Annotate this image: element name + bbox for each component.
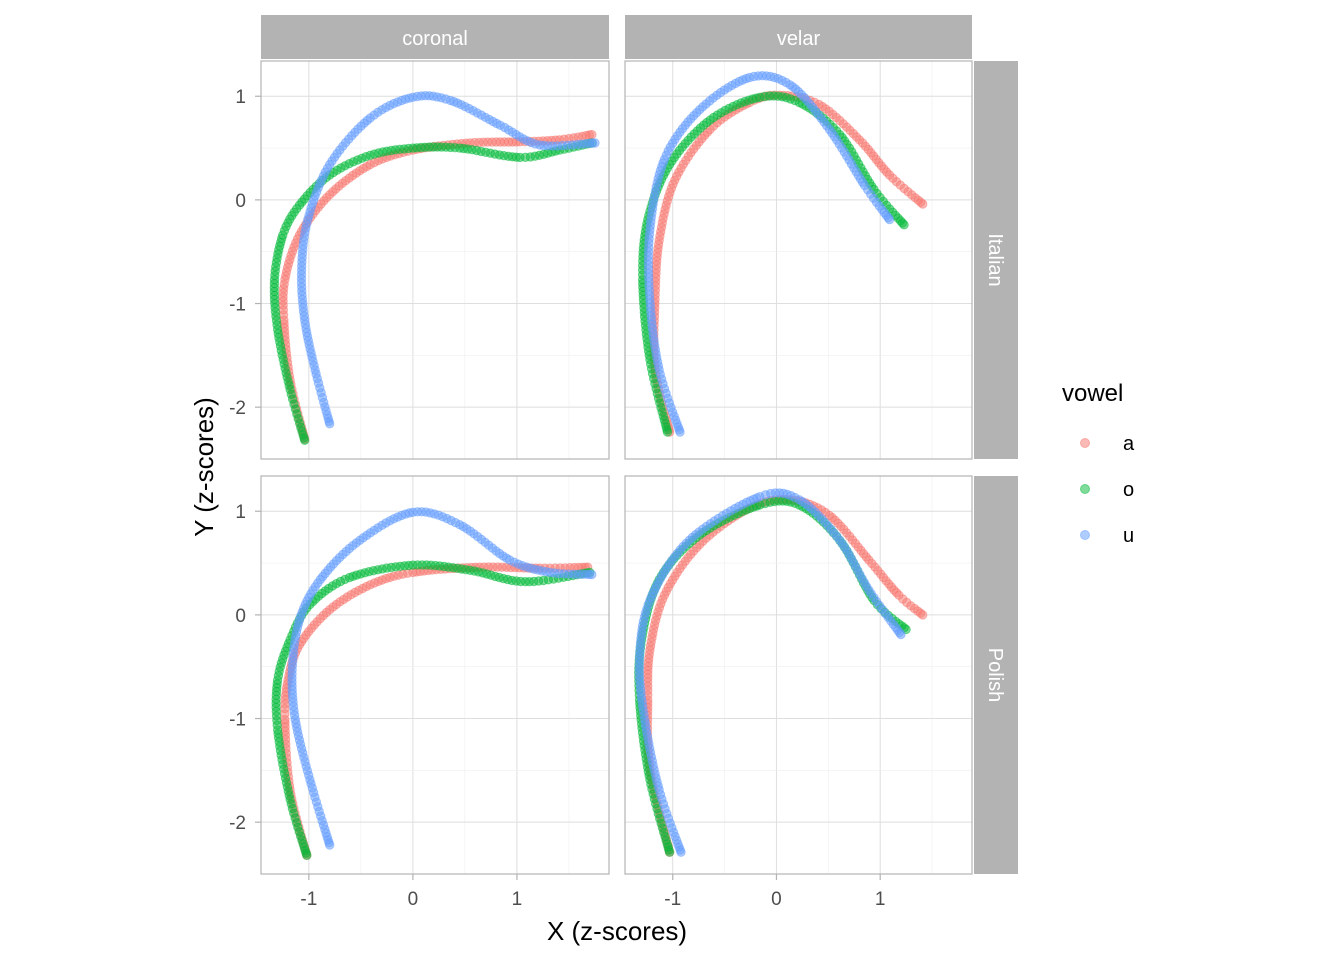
series-u (287, 507, 597, 850)
panel-border (260, 475, 610, 875)
series-u (643, 71, 895, 437)
x-axis-title: X (z-scores) (547, 916, 687, 946)
data-point-o (899, 220, 909, 230)
data-point-a (587, 129, 597, 140)
panel-border (260, 60, 610, 460)
legend-label-a: a (1123, 433, 1135, 455)
x-tick-label: 0 (408, 889, 419, 910)
strip-label-velar: velar (777, 28, 821, 50)
legend: vowel a o u (1062, 380, 1135, 547)
panel-velar-Italian (625, 61, 972, 460)
legend-key-a (1080, 438, 1090, 448)
strip-label-Polish: Polish (984, 648, 1006, 702)
points-velar-Polish (634, 488, 928, 857)
points-velar-Italian (637, 71, 928, 437)
x-tick-label: -1 (300, 889, 317, 910)
points-coronal-Italian (269, 91, 600, 445)
panel-velar-Polish (625, 476, 972, 875)
panel-background (625, 476, 972, 874)
y-tick-label: -1 (229, 710, 246, 731)
legend-label-u: u (1123, 525, 1134, 547)
strip-Italian (974, 61, 1018, 459)
y-tick-label: -1 (229, 295, 246, 316)
series-o (271, 560, 595, 860)
strip-velar (625, 15, 972, 59)
y-axis-title: Y (z-scores) (189, 397, 219, 537)
panel-background (625, 61, 972, 459)
legend-key-o (1080, 484, 1090, 494)
panel-background (261, 476, 609, 874)
panel-background (261, 61, 609, 459)
data-point-u (884, 214, 895, 225)
strip-label-coronal: coronal (402, 28, 468, 50)
data-point-a (918, 199, 928, 209)
series-u (296, 91, 600, 429)
data-point-a (918, 610, 928, 620)
data-point-u (590, 138, 600, 148)
y-tick-label: -2 (229, 398, 246, 419)
panel-border (624, 475, 973, 875)
x-tick-label: -1 (664, 889, 681, 910)
strip-coronal (261, 15, 609, 59)
y-tick-label: 1 (235, 87, 246, 108)
panel-border (624, 60, 973, 460)
y-tick-label: 0 (235, 191, 246, 212)
points-coronal-Polish (271, 507, 597, 860)
strip-Polish (974, 476, 1018, 874)
series-u (634, 488, 906, 857)
panel-coronal-Polish (261, 476, 609, 875)
data-point-u (587, 569, 597, 580)
panel-coronal-Italian (261, 61, 609, 460)
legend-label-o: o (1123, 479, 1134, 501)
x-tick-label: 1 (512, 889, 523, 910)
y-tick-label: 1 (235, 502, 246, 523)
legend-key-u (1080, 530, 1090, 540)
data-point-u (896, 629, 906, 640)
x-tick-label: 1 (875, 889, 886, 910)
legend-title: vowel (1062, 380, 1123, 407)
strip-label-Italian: Italian (984, 233, 1006, 286)
y-tick-label: 0 (235, 606, 246, 627)
y-tick-label: -2 (229, 813, 246, 834)
x-tick-label: 0 (771, 889, 782, 910)
